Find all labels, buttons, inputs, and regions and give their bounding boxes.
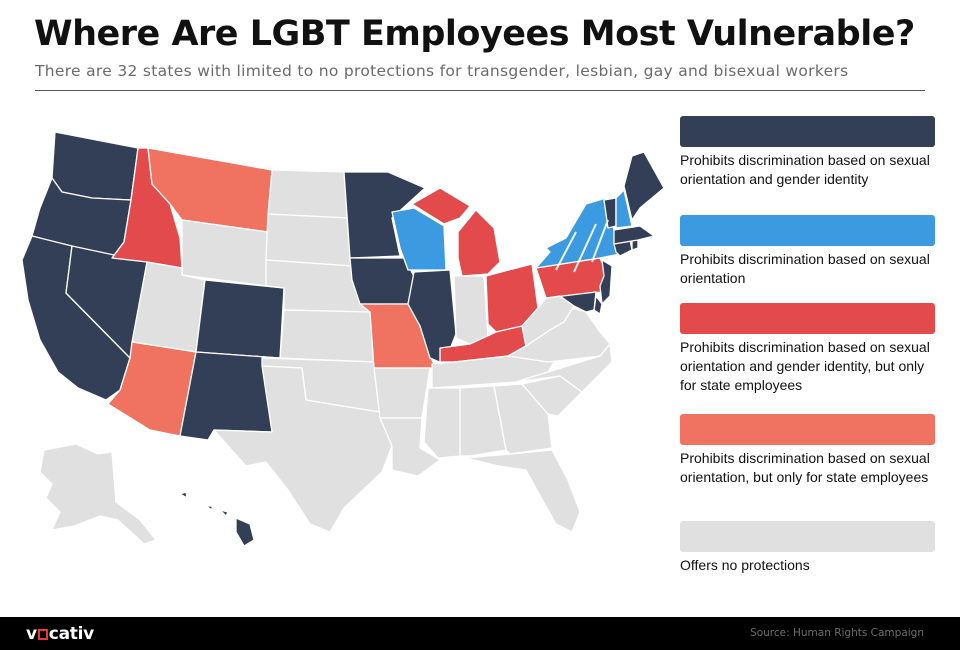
legend-label: Prohibits discrimination based on sexual… bbox=[680, 450, 930, 485]
legend-swatch bbox=[680, 215, 935, 246]
state-MD bbox=[545, 291, 597, 313]
state-LA bbox=[379, 417, 441, 477]
state-AL bbox=[459, 385, 507, 457]
legend-swatch bbox=[680, 303, 935, 334]
legend-label: Prohibits discrimination based on sexual… bbox=[680, 152, 930, 187]
state-MI bbox=[411, 187, 501, 277]
state-MS bbox=[423, 387, 461, 459]
title-divider bbox=[35, 90, 925, 91]
state-WA bbox=[51, 131, 139, 201]
state-IA bbox=[349, 257, 415, 305]
legend-label: Prohibits discrimination based on sexual… bbox=[680, 251, 930, 286]
state-AK bbox=[39, 443, 157, 545]
legend-label: Prohibits discrimination based on sexual… bbox=[680, 339, 930, 393]
logo-prefix: v bbox=[26, 624, 37, 644]
legend-item-full: Prohibits discrimination based on sexual… bbox=[680, 116, 936, 189]
state-SD bbox=[265, 213, 353, 267]
legend-label: Offers no protections bbox=[680, 557, 810, 573]
logo-square-icon bbox=[37, 629, 48, 640]
legend-item-state-full: Prohibits discrimination based on sexual… bbox=[680, 303, 936, 395]
state-ME bbox=[623, 151, 665, 221]
state-MA bbox=[613, 225, 655, 245]
state-NH bbox=[615, 189, 633, 229]
state-IL bbox=[407, 269, 457, 365]
state-HI bbox=[179, 491, 255, 547]
legend-item-none: Offers no protections bbox=[680, 521, 936, 575]
state-FL bbox=[465, 449, 581, 533]
legend-swatch bbox=[680, 414, 935, 445]
footer-bar: v cativ Source: Human Rights Campaign bbox=[0, 617, 960, 650]
hatch-line bbox=[591, 219, 609, 263]
logo-suffix: cativ bbox=[48, 624, 94, 644]
state-TX bbox=[213, 365, 393, 533]
state-KS bbox=[279, 309, 377, 363]
state-AR bbox=[373, 367, 431, 419]
state-WY bbox=[181, 219, 269, 287]
legend-swatch bbox=[680, 116, 935, 147]
legend-swatch bbox=[680, 521, 935, 552]
hatch-line bbox=[573, 223, 597, 273]
page-title: Where Are LGBT Employees Most Vulnerable… bbox=[34, 14, 915, 54]
state-IN bbox=[453, 275, 489, 345]
state-CO bbox=[195, 279, 285, 359]
legend-item-orientation: Prohibits discrimination based on sexual… bbox=[680, 215, 936, 288]
vocativ-logo[interactable]: v cativ bbox=[26, 624, 94, 644]
page-subtitle: There are 32 states with limited to no p… bbox=[35, 62, 849, 80]
us-map bbox=[21, 131, 665, 547]
state-TN bbox=[431, 351, 561, 389]
legend-item-state-orientation: Prohibits discrimination based on sexual… bbox=[680, 414, 936, 487]
state-NC bbox=[515, 343, 613, 393]
source-credit: Source: Human Rights Campaign bbox=[750, 627, 924, 639]
state-ND bbox=[267, 169, 349, 219]
hatch-line bbox=[555, 231, 577, 271]
